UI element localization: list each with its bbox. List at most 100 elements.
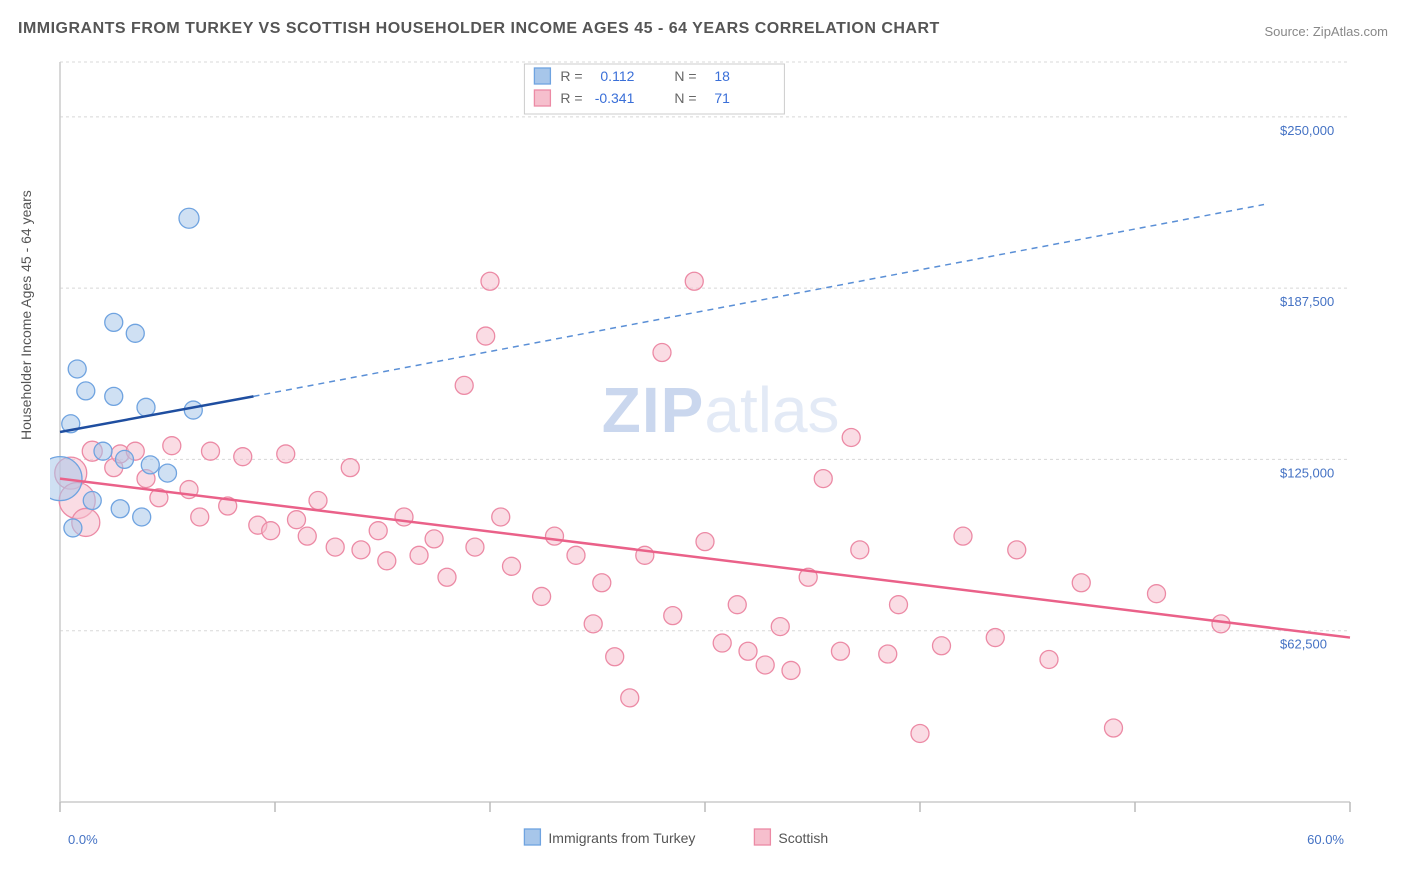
data-point: [455, 376, 473, 394]
data-point: [739, 642, 757, 660]
data-point: [567, 546, 585, 564]
data-point: [911, 724, 929, 742]
chart-container: $62,500$125,000$187,500$250,0000.0%60.0%…: [50, 52, 1386, 832]
data-point: [179, 208, 199, 228]
data-point: [105, 313, 123, 331]
legend-n-value: 18: [714, 68, 730, 84]
data-point: [1148, 585, 1166, 603]
series-legend-swatch: [754, 829, 770, 845]
data-point: [621, 689, 639, 707]
data-point: [326, 538, 344, 556]
chart-title: IMMIGRANTS FROM TURKEY VS SCOTTISH HOUSE…: [18, 20, 940, 38]
legend-n-label: N =: [674, 90, 696, 106]
data-point: [262, 522, 280, 540]
data-point: [477, 327, 495, 345]
data-point: [814, 470, 832, 488]
data-point: [105, 387, 123, 405]
data-point: [395, 508, 413, 526]
series-legend-label: Scottish: [778, 830, 828, 846]
data-point: [116, 450, 134, 468]
data-point: [191, 508, 209, 526]
x-tick-label: 60.0%: [1307, 832, 1344, 847]
data-point: [288, 511, 306, 529]
data-point: [438, 568, 456, 586]
data-point: [234, 448, 252, 466]
data-point: [133, 508, 151, 526]
source-attribution: Source: ZipAtlas.com: [1264, 24, 1388, 39]
data-point: [466, 538, 484, 556]
legend-n-value: 71: [714, 90, 730, 106]
data-point: [202, 442, 220, 460]
data-point: [94, 442, 112, 460]
x-tick-label: 0.0%: [68, 832, 98, 847]
series-legend-label: Immigrants from Turkey: [548, 830, 695, 846]
legend-r-value: 0.112: [600, 68, 634, 84]
data-point: [782, 661, 800, 679]
data-point: [1008, 541, 1026, 559]
series-legend-swatch: [524, 829, 540, 845]
data-point: [492, 508, 510, 526]
data-point: [584, 615, 602, 633]
legend-r-value: -0.341: [595, 90, 635, 106]
data-point: [842, 428, 860, 446]
data-point: [831, 642, 849, 660]
data-point: [653, 344, 671, 362]
legend-swatch: [534, 90, 550, 106]
data-point: [664, 607, 682, 625]
data-point: [369, 522, 387, 540]
data-point: [64, 519, 82, 537]
data-point: [1040, 650, 1058, 668]
data-point: [83, 492, 101, 510]
data-point: [298, 527, 316, 545]
data-point: [1105, 719, 1123, 737]
data-point: [933, 637, 951, 655]
legend-r-label: R =: [560, 68, 582, 84]
data-point: [425, 530, 443, 548]
data-point: [606, 648, 624, 666]
data-point: [533, 587, 551, 605]
data-point: [378, 552, 396, 570]
legend-r-label: R =: [560, 90, 582, 106]
scatter-chart: $62,500 $125,000 $187,500 $250,000 0.0% 60.0%…: [50, 52, 1386, 872]
y-axis-label: Householder Income Ages 45 - 64 years: [18, 190, 34, 440]
trendline-solid: [60, 396, 254, 432]
data-point: [141, 456, 159, 474]
data-point: [503, 557, 521, 575]
data-point: [137, 398, 155, 416]
data-point: [879, 645, 897, 663]
data-point: [771, 618, 789, 636]
data-point: [68, 360, 86, 378]
y-tick-label: $125,000: [1280, 465, 1334, 480]
data-point: [159, 464, 177, 482]
data-point: [77, 382, 95, 400]
data-point: [954, 527, 972, 545]
data-point: [309, 492, 327, 510]
data-point: [546, 527, 564, 545]
data-point: [277, 445, 295, 463]
data-point: [1072, 574, 1090, 592]
data-point: [728, 596, 746, 614]
data-point: [890, 596, 908, 614]
data-point: [126, 324, 144, 342]
data-point: [352, 541, 370, 559]
data-point: [593, 574, 611, 592]
legend-n-label: N =: [674, 68, 696, 84]
data-point: [341, 459, 359, 477]
y-tick-label: $62,500: [1280, 637, 1327, 652]
data-point: [1212, 615, 1230, 633]
data-point: [986, 629, 1004, 647]
y-tick-label: $250,000: [1280, 123, 1334, 138]
data-point: [756, 656, 774, 674]
trendline-solid: [60, 479, 1350, 638]
data-point: [481, 272, 499, 290]
data-point: [685, 272, 703, 290]
legend-swatch: [534, 68, 550, 84]
data-point: [163, 437, 181, 455]
data-point: [713, 634, 731, 652]
data-point: [851, 541, 869, 559]
data-point: [410, 546, 428, 564]
y-tick-label: $187,500: [1280, 294, 1334, 309]
trendline-dashed: [254, 205, 1265, 397]
data-point: [111, 500, 129, 518]
data-point: [696, 533, 714, 551]
